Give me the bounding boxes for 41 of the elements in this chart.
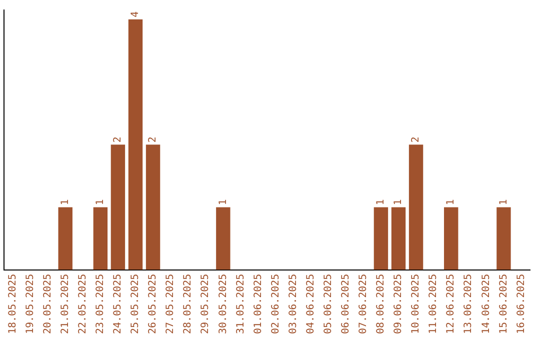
x-tick-label: 24.05.2025	[112, 274, 124, 334]
x-tick-label: 30.05.2025	[218, 274, 229, 334]
x-tick-label: 08.06.2025	[376, 274, 387, 334]
x-tick-label: 06.06.2025	[340, 274, 352, 334]
data-label: 1	[446, 199, 457, 206]
x-tick-label: 20.05.2025	[42, 274, 54, 334]
data-label: 1	[95, 199, 106, 206]
x-tick-label: 26.05.2025	[148, 274, 159, 334]
x-tick-label: 12.06.2025	[446, 274, 457, 334]
data-label: 2	[112, 136, 124, 143]
data-label: 1	[60, 199, 71, 206]
x-tick-label: 01.06.2025	[252, 274, 264, 334]
x-tick-label: 21.05.2025	[60, 274, 71, 334]
x-tick-label: 22.05.2025	[77, 274, 88, 334]
x-tick-label: 15.06.2025	[498, 274, 510, 334]
data-label: 1	[393, 199, 404, 206]
data-label: 2	[148, 136, 159, 143]
x-tick-label: 07.06.2025	[358, 274, 370, 334]
x-tick-label: 05.06.2025	[322, 274, 334, 334]
x-tick-label: 31.05.2025	[235, 274, 246, 334]
x-tick-label: 02.06.2025	[270, 274, 282, 334]
x-tick-label: 19.05.2025	[24, 274, 36, 334]
x-tick-label: 10.06.2025	[410, 274, 422, 334]
x-tick-label: 27.05.2025	[165, 274, 176, 334]
x-tick-label: 09.06.2025	[393, 274, 404, 334]
x-tick-label: 29.05.2025	[200, 274, 212, 334]
data-label: 1	[218, 199, 229, 206]
x-tick-label: 23.05.2025	[95, 274, 106, 334]
data-label: 2	[410, 136, 422, 143]
x-tick-label: 16.06.2025	[516, 274, 527, 334]
data-label: 1	[376, 199, 387, 206]
data-label: 4	[130, 11, 142, 18]
x-tick-label: 13.06.2025	[463, 274, 474, 334]
x-tick-label: 04.06.2025	[305, 274, 316, 334]
x-tick-label: 25.05.2025	[130, 274, 142, 334]
x-tick-label: 28.05.2025	[182, 274, 194, 334]
x-tick-label: 14.06.2025	[480, 274, 492, 334]
data-label: 1	[498, 199, 510, 206]
x-tick-label: 18.05.2025	[7, 274, 18, 334]
x-tick-label: 03.06.2025	[288, 274, 299, 334]
x-tick-label: 11.06.2025	[428, 274, 440, 334]
